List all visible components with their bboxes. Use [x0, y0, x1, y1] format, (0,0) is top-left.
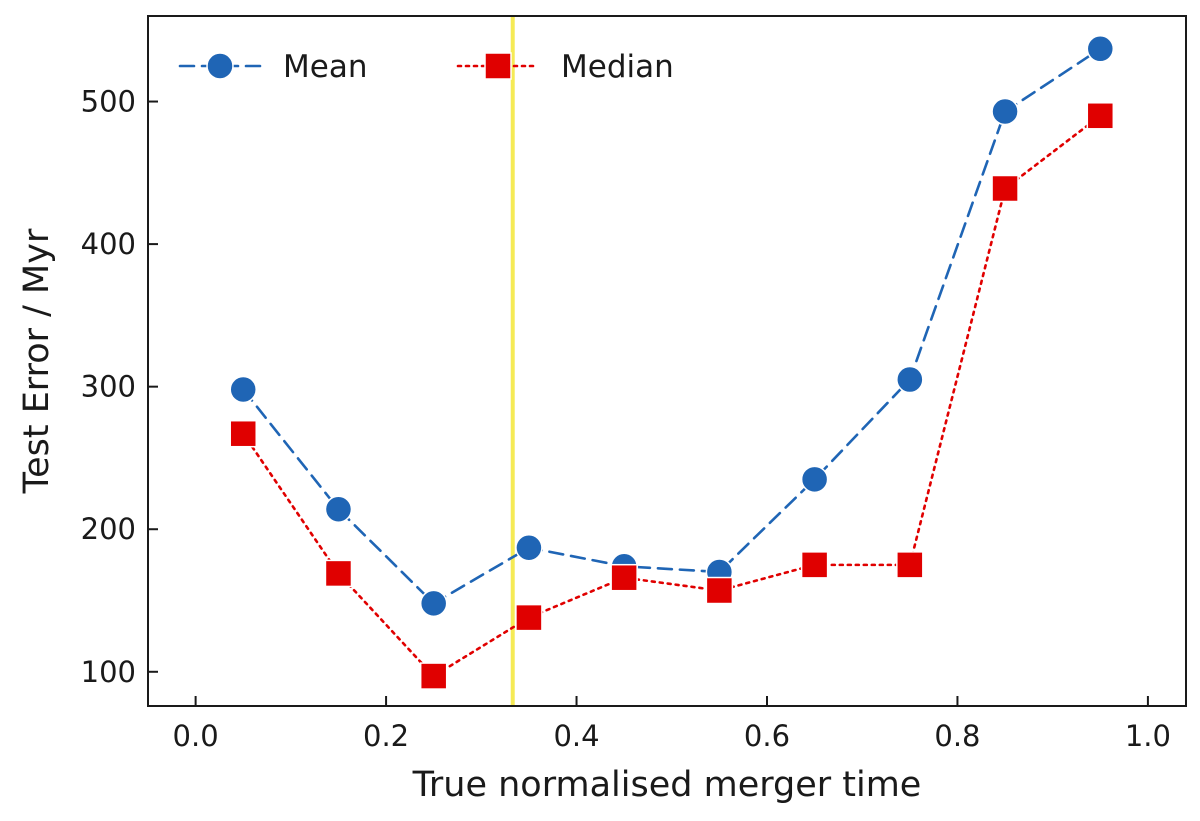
mean-point — [991, 97, 1019, 126]
median-point — [419, 662, 448, 690]
plot-frame — [147, 15, 1187, 707]
median-point — [515, 603, 543, 632]
x-tick-label: 0.2 — [363, 719, 409, 753]
median-point — [229, 419, 257, 448]
median-series-line — [241, 114, 1102, 678]
median-point — [610, 563, 638, 592]
mean-series-line — [241, 47, 1102, 605]
legend-median-label: Median — [561, 49, 674, 85]
x-tick-label: 0.6 — [744, 719, 790, 753]
legend: Mean Median — [178, 49, 674, 85]
x-tick-label: 0.0 — [173, 719, 219, 753]
x-tick-label: 1.0 — [1125, 719, 1171, 753]
mean-point — [896, 365, 924, 394]
mean-point — [800, 465, 829, 494]
mean-point — [419, 589, 448, 618]
y-tick-label: 500 — [81, 85, 136, 119]
median-point — [705, 576, 734, 605]
y-axis-label: Test Error / Myr — [17, 228, 57, 494]
legend-mean-label: Mean — [283, 49, 367, 85]
y-tick-label: 100 — [81, 655, 136, 689]
mean-point — [515, 534, 543, 562]
median-point — [991, 174, 1019, 203]
mean-point — [1086, 35, 1115, 63]
y-tick-label: 300 — [81, 370, 136, 404]
median-point — [800, 551, 829, 579]
mean-point — [324, 495, 353, 524]
median-point — [896, 551, 924, 579]
x-ticks: 0.0 0.2 0.4 0.6 0.8 1.0 — [173, 696, 1171, 753]
y-ticks: 100 200 300 400 500 — [81, 85, 158, 689]
plot-area — [148, 16, 1186, 706]
mean-point — [229, 375, 257, 404]
legend-mean-marker — [206, 52, 234, 80]
x-tick-label: 0.8 — [934, 719, 980, 753]
median-point — [1086, 102, 1115, 130]
series-layer — [229, 35, 1115, 690]
x-axis-label: True normalised merger time — [412, 765, 922, 805]
y-tick-label: 400 — [81, 227, 136, 261]
legend-median-marker — [484, 52, 512, 80]
x-tick-label: 0.4 — [553, 719, 599, 753]
y-tick-label: 200 — [81, 512, 136, 546]
median-point — [324, 559, 353, 588]
